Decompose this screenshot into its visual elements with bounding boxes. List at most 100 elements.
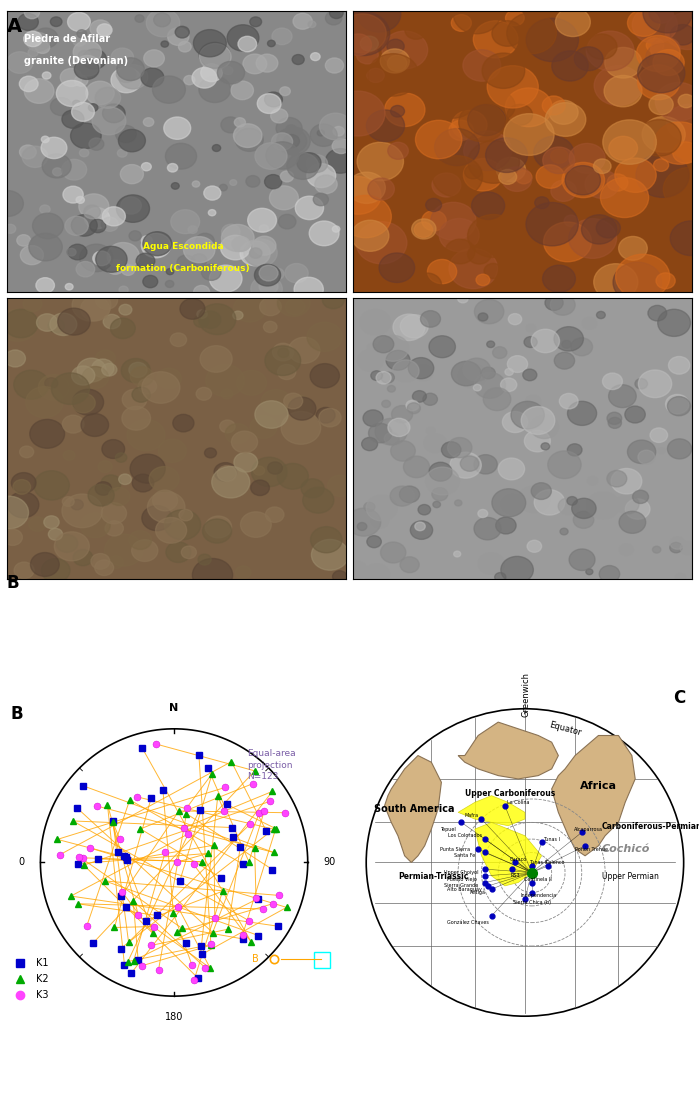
Circle shape bbox=[507, 105, 533, 125]
Circle shape bbox=[633, 491, 649, 504]
Circle shape bbox=[412, 390, 426, 403]
Circle shape bbox=[531, 329, 559, 352]
Circle shape bbox=[20, 446, 34, 458]
Circle shape bbox=[569, 219, 617, 259]
Circle shape bbox=[254, 466, 265, 475]
Circle shape bbox=[247, 209, 277, 232]
Circle shape bbox=[556, 8, 591, 37]
Circle shape bbox=[361, 437, 377, 450]
Circle shape bbox=[261, 389, 291, 414]
Circle shape bbox=[339, 13, 386, 52]
Circle shape bbox=[482, 54, 525, 88]
Circle shape bbox=[82, 367, 108, 388]
Circle shape bbox=[196, 387, 212, 400]
Circle shape bbox=[204, 186, 221, 200]
Circle shape bbox=[668, 227, 693, 248]
Circle shape bbox=[608, 417, 621, 428]
Circle shape bbox=[62, 110, 84, 128]
Circle shape bbox=[57, 534, 78, 552]
Circle shape bbox=[415, 120, 462, 158]
Circle shape bbox=[72, 289, 111, 321]
Circle shape bbox=[468, 105, 505, 136]
Circle shape bbox=[14, 562, 34, 579]
Circle shape bbox=[276, 117, 302, 139]
Circle shape bbox=[36, 41, 50, 54]
Circle shape bbox=[560, 529, 568, 535]
Circle shape bbox=[526, 324, 535, 332]
Circle shape bbox=[382, 400, 391, 407]
Circle shape bbox=[554, 352, 575, 369]
Text: Santa Fe: Santa Fe bbox=[454, 853, 475, 859]
Circle shape bbox=[129, 231, 141, 241]
Circle shape bbox=[93, 251, 110, 265]
Circle shape bbox=[493, 347, 507, 358]
Circle shape bbox=[115, 125, 136, 143]
Circle shape bbox=[643, 0, 692, 32]
Circle shape bbox=[178, 41, 192, 52]
Circle shape bbox=[292, 55, 304, 65]
Circle shape bbox=[352, 220, 389, 251]
Circle shape bbox=[246, 175, 260, 187]
Circle shape bbox=[586, 33, 617, 59]
Circle shape bbox=[345, 33, 372, 56]
Circle shape bbox=[656, 273, 675, 289]
Circle shape bbox=[278, 348, 289, 358]
Circle shape bbox=[192, 68, 217, 88]
Text: Permian-Triassic: Permian-Triassic bbox=[398, 872, 468, 881]
Circle shape bbox=[637, 54, 685, 93]
Text: Curacó: Curacó bbox=[510, 856, 527, 862]
Circle shape bbox=[654, 158, 669, 172]
Circle shape bbox=[17, 234, 31, 246]
Circle shape bbox=[463, 50, 500, 81]
Circle shape bbox=[278, 290, 310, 317]
Circle shape bbox=[495, 573, 506, 582]
Circle shape bbox=[212, 145, 221, 152]
Text: Alto Baraguáy: Alto Baraguáy bbox=[447, 886, 482, 892]
Circle shape bbox=[65, 216, 88, 235]
Circle shape bbox=[465, 165, 482, 178]
Circle shape bbox=[401, 314, 428, 338]
Circle shape bbox=[92, 107, 126, 135]
Circle shape bbox=[234, 118, 245, 127]
Circle shape bbox=[505, 368, 513, 376]
Circle shape bbox=[337, 11, 390, 56]
Circle shape bbox=[40, 205, 50, 214]
Circle shape bbox=[217, 61, 245, 84]
Circle shape bbox=[666, 105, 699, 142]
Circle shape bbox=[266, 507, 284, 522]
Circle shape bbox=[250, 416, 277, 438]
Circle shape bbox=[64, 450, 75, 460]
Circle shape bbox=[259, 265, 278, 281]
Circle shape bbox=[456, 18, 508, 61]
Circle shape bbox=[251, 275, 282, 302]
Circle shape bbox=[34, 471, 69, 500]
Circle shape bbox=[678, 95, 694, 108]
Circle shape bbox=[77, 30, 87, 38]
Circle shape bbox=[357, 350, 383, 371]
Circle shape bbox=[31, 553, 59, 576]
Circle shape bbox=[219, 420, 235, 433]
Circle shape bbox=[607, 174, 628, 191]
Circle shape bbox=[277, 128, 307, 153]
Circle shape bbox=[181, 546, 196, 559]
Text: Equator: Equator bbox=[548, 720, 582, 737]
Text: Upper Choiyol: Upper Choiyol bbox=[444, 870, 479, 875]
Circle shape bbox=[417, 185, 447, 210]
Circle shape bbox=[559, 497, 578, 515]
Circle shape bbox=[289, 337, 320, 363]
Circle shape bbox=[582, 318, 597, 329]
Circle shape bbox=[366, 495, 397, 521]
Circle shape bbox=[550, 294, 575, 316]
Circle shape bbox=[206, 365, 245, 397]
Circle shape bbox=[483, 388, 511, 410]
Circle shape bbox=[152, 491, 178, 511]
Text: K3: K3 bbox=[36, 990, 49, 1000]
Circle shape bbox=[368, 178, 394, 200]
Circle shape bbox=[280, 171, 294, 182]
Circle shape bbox=[665, 395, 689, 414]
Text: Los Colorados: Los Colorados bbox=[448, 833, 482, 838]
Text: South America: South America bbox=[375, 804, 455, 814]
Circle shape bbox=[524, 337, 537, 348]
Circle shape bbox=[439, 219, 480, 252]
Circle shape bbox=[621, 126, 665, 163]
